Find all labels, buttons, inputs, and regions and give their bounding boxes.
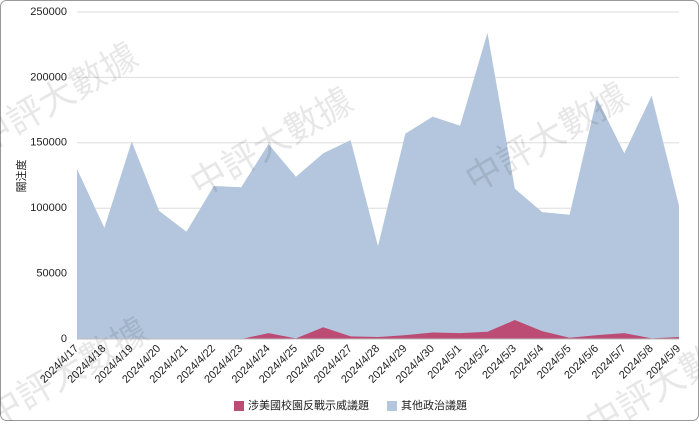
y-tick-label: 0 bbox=[61, 333, 67, 345]
legend-label: 其他政治議題 bbox=[401, 398, 467, 412]
y-axis-label: 關注度 bbox=[14, 160, 28, 193]
legend-swatch bbox=[387, 401, 397, 411]
legend-label: 涉美國校園反戰示威議題 bbox=[248, 398, 369, 412]
y-tick-label: 200000 bbox=[30, 71, 67, 83]
y-tick-label: 250000 bbox=[30, 6, 67, 18]
y-tick-label: 50000 bbox=[36, 268, 67, 280]
area bbox=[77, 32, 679, 339]
y-tick-label: 100000 bbox=[30, 202, 67, 214]
area bbox=[77, 320, 679, 339]
legend-swatch bbox=[234, 401, 244, 411]
y-tick-label: 150000 bbox=[30, 137, 67, 149]
